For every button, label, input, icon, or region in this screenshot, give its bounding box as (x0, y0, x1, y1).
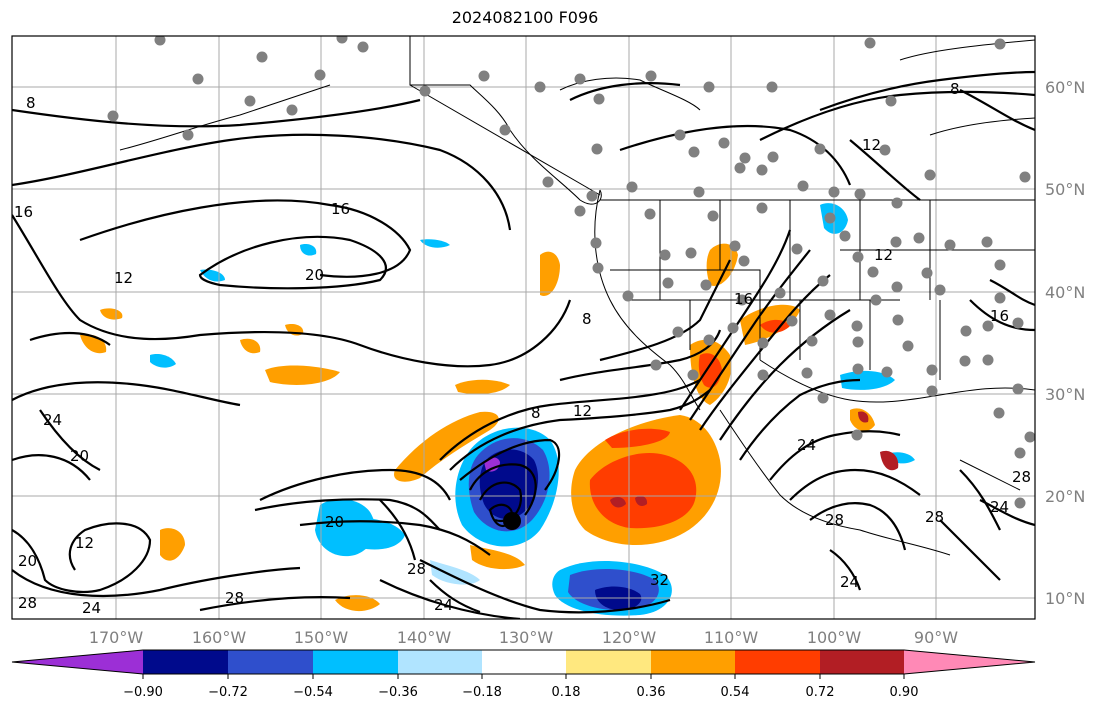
contour-label: 12 (874, 246, 893, 264)
colorbar-label: −0.54 (293, 685, 333, 700)
colorbar-extend-low (12, 650, 143, 674)
colorbar-extend-high (904, 650, 1035, 674)
contour-label: 20 (18, 552, 37, 570)
shade-orange-pac4 (240, 338, 261, 354)
colorbar: −0.90 −0.72 −0.54 −0.36 −0.18 0.18 0.36 … (11, 649, 1036, 700)
colorbar-bin (651, 650, 735, 674)
shade-orange-band (394, 411, 499, 482)
lat-label: 30°N (1045, 385, 1085, 404)
lat-label: 50°N (1045, 180, 1085, 199)
contour-labels: 8 16 20 12 8 12 16 24 20 12 20 28 24 28 … (14, 80, 1031, 617)
lon-label: 120°W (602, 628, 657, 647)
colorbar-bin (228, 650, 313, 674)
contour-label: 12 (114, 269, 133, 287)
colorbar-label: −0.72 (208, 685, 248, 700)
grid-lines (12, 36, 1035, 619)
contour-label: 24 (990, 498, 1009, 516)
lat-label: 20°N (1045, 487, 1085, 506)
shade-red-big (589, 452, 697, 529)
colorbar-label: −0.36 (378, 685, 418, 700)
longitude-labels: 170°W 160°W 150°W 140°W 130°W 120°W 110°… (89, 628, 958, 647)
contour-label: 24 (434, 596, 453, 614)
shade-blue-lightring (430, 560, 480, 585)
colorbar-bin (482, 650, 566, 674)
lon-label: 150°W (294, 628, 349, 647)
contour-label: 28 (407, 560, 426, 578)
station-markers (107, 36, 1035, 509)
colorbar-label: 0.90 (890, 685, 919, 700)
contour-label: 32 (650, 571, 669, 589)
shade-red-top (605, 428, 670, 448)
contour-label: 28 (225, 589, 244, 607)
shade-orange-pac1 (455, 379, 510, 395)
colorbar-ticks (142, 674, 905, 679)
colorbar-bin (820, 650, 904, 674)
map-frame (11, 35, 1036, 620)
contour-label: 24 (82, 599, 101, 617)
shade-orange-pac6 (335, 595, 380, 612)
shade-orange-pac5 (160, 528, 185, 561)
colorbar-bin (313, 650, 398, 674)
lat-label: 60°N (1045, 78, 1085, 97)
lon-label: 100°W (807, 628, 862, 647)
lat-label: 40°N (1045, 283, 1085, 302)
shade-orange-inland2 (706, 243, 738, 286)
lat-label: 10°N (1045, 589, 1085, 608)
colorbar-label: −0.90 (123, 685, 163, 700)
contour-label: 12 (75, 534, 94, 552)
contour-label: 24 (43, 411, 62, 429)
lon-label: 160°W (192, 628, 247, 647)
shade-darkred-gulf2 (880, 450, 899, 471)
contours (12, 70, 1035, 619)
latitude-labels: 60°N 50°N 40°N 30°N 20°N 10°N (1045, 78, 1085, 608)
colorbar-bin (735, 650, 820, 674)
contour-label: 8 (531, 404, 541, 422)
lon-label: 170°W (89, 628, 144, 647)
contour-label: 20 (70, 447, 89, 465)
shade-darkred2 (635, 496, 648, 506)
contour-label: 28 (1012, 468, 1031, 486)
storm-center-marker (503, 512, 521, 530)
contour-label: 24 (797, 436, 816, 454)
contour-label: 16 (14, 203, 33, 221)
colorbar-bin (143, 650, 228, 674)
contour-label: 8 (26, 94, 36, 112)
lon-label: 110°W (704, 628, 759, 647)
contour-label: 12 (862, 136, 881, 154)
contour-label: 28 (18, 594, 37, 612)
contour-label: 16 (734, 290, 753, 308)
contour-label: 20 (305, 266, 324, 284)
contour-label: 12 (573, 402, 592, 420)
colorbar-bin (398, 650, 482, 674)
shade-blue-small2 (300, 244, 317, 256)
shade-blue-small1 (150, 354, 176, 368)
colorbar-label: 0.54 (721, 685, 750, 700)
lon-label: 90°W (914, 628, 958, 647)
contour-label: 28 (925, 508, 944, 526)
shade-orange-ca (540, 251, 560, 296)
contour-label: 20 (325, 513, 344, 531)
contour-label: 16 (331, 200, 350, 218)
shade-darkred-gulf (858, 411, 869, 423)
colorbar-label: 0.72 (806, 685, 835, 700)
shaded-fields (80, 203, 915, 616)
shade-blue-small3 (420, 239, 450, 248)
contour-label: 24 (840, 573, 859, 591)
colorbar-label: −0.18 (462, 685, 502, 700)
shade-blue-west2 (345, 518, 405, 550)
shade-blue-gulf (840, 370, 895, 390)
shade-darkred (610, 496, 626, 508)
lon-label: 130°W (499, 628, 554, 647)
contour-label: 28 (825, 511, 844, 529)
colorbar-label: 0.36 (637, 685, 666, 700)
lon-label: 140°W (397, 628, 452, 647)
contour-label: 8 (950, 80, 960, 98)
contour-label: 8 (582, 310, 592, 328)
contour-label: 16 (990, 307, 1009, 325)
colorbar-bin (566, 650, 651, 674)
map-title: 2024082100 F096 (451, 8, 599, 27)
colorbar-label: 0.18 (552, 685, 581, 700)
shade-orange-small2 (100, 308, 123, 320)
